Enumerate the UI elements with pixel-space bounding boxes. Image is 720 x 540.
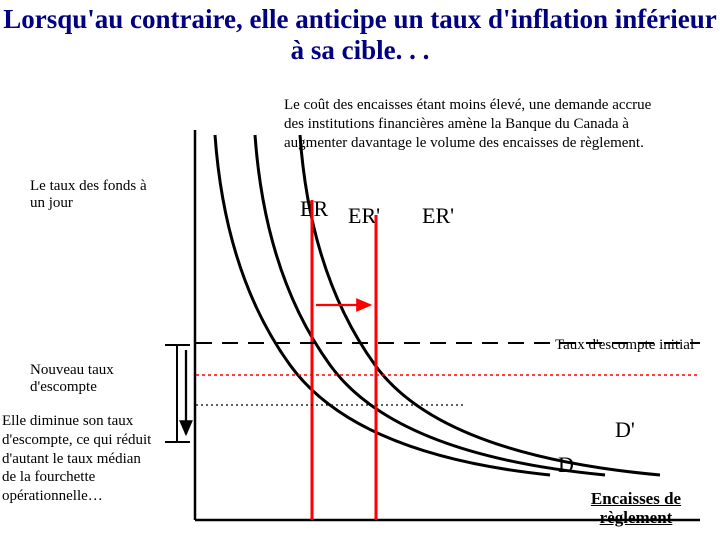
diagram-svg <box>0 0 720 540</box>
